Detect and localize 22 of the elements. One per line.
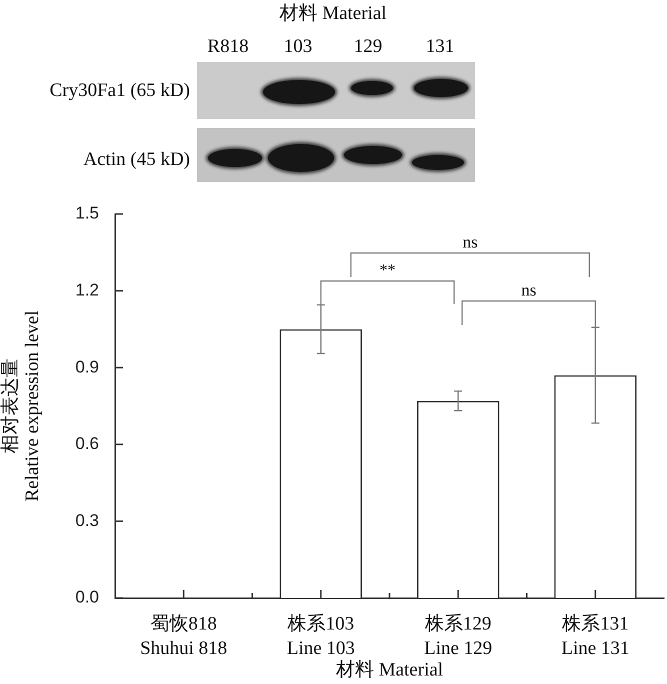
- x-tick-label: 株系103 Line 103: [286, 613, 355, 660]
- text: R818: [207, 36, 249, 57]
- y-tick-label: 0.6: [75, 434, 99, 454]
- y-tick-label: 0.9: [75, 357, 99, 376]
- text: 103: [284, 36, 312, 57]
- y-tick-label: 1.2: [75, 280, 99, 300]
- x-tick-label: 蜀恢818 Shuhui 818: [140, 613, 228, 660]
- x-axis-title: 材料 Material: [334, 660, 444, 681]
- x-tick-label: 株系129 Line 129: [424, 613, 492, 660]
- text: Actin (45 kD): [83, 148, 190, 170]
- text: 131: [426, 36, 454, 57]
- y-tick-label: 1.5: [75, 204, 99, 223]
- text: 129: [354, 36, 382, 57]
- y-tick-label: 0.3: [75, 510, 99, 530]
- y-axis-title: 相对表达量 Relative expression level: [0, 310, 43, 502]
- annotation: **: [380, 262, 396, 280]
- annotation: ns: [521, 280, 536, 300]
- text: Cry30Fa1 (65 kD): [50, 80, 190, 101]
- x-tick-label: 株系131 Line 131: [561, 613, 630, 660]
- y-tick-label: 0.0: [75, 588, 99, 607]
- text: 材料 Material: [278, 2, 387, 24]
- annotation: ns: [462, 232, 478, 252]
